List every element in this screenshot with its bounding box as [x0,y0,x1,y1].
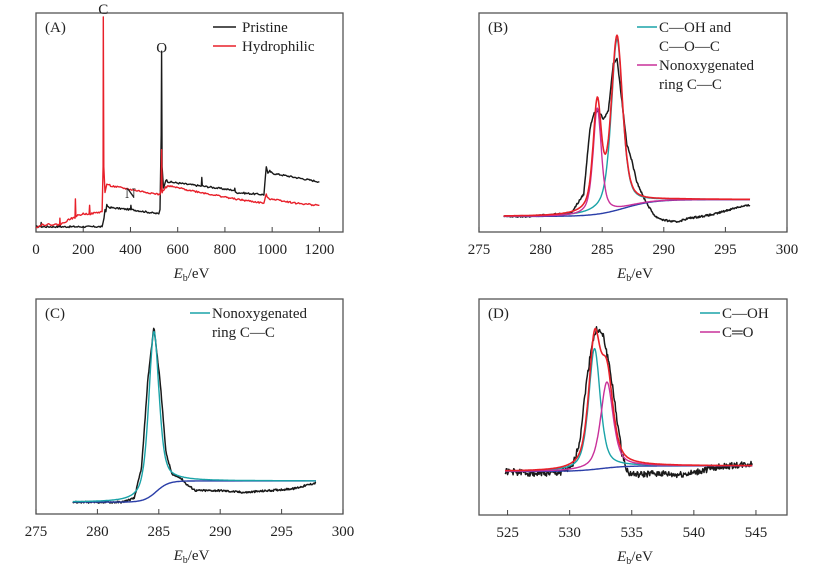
axis-symbol: E [173,266,183,282]
x-tick-label: 535 [621,525,644,541]
plot-frame [35,298,344,515]
legend-label: Nonoxygenated [212,306,307,322]
x-tick-label: 530 [558,525,581,541]
panel-label: (A) [45,20,66,36]
legend-label: Hydrophilic [242,39,315,55]
legend-label: ring C—C [212,325,275,341]
series-line-pristine [35,50,320,229]
background-line [72,480,317,503]
x-tick-label: 300 [776,242,799,258]
panel-d: 525 530 535 540 545 Eb/eV (D) C—OH C═O [478,298,788,567]
x-tick-label: 1200 [304,242,334,258]
plot-frame [478,12,788,233]
axis-symbol: E [173,548,183,564]
peak-annotation-o: O [156,41,167,57]
panel-label: (D) [488,306,509,322]
legend-label: ring C—C [659,77,722,93]
x-tick-label: 290 [209,524,232,540]
x-tick-label: 300 [332,524,355,540]
panel-label: (B) [488,20,508,36]
x-tick-label: 290 [653,242,676,258]
x-tick-label: 525 [496,525,519,541]
x-axis-title: Eb/eV [616,266,653,284]
x-tick-label: 545 [745,525,768,541]
measured-spectrum-line [72,327,317,504]
x-tick-label: 285 [148,524,171,540]
panel-c: 275 280 285 290 295 300 Eb/eV (C) Nonoxygenated r… [25,298,355,566]
x-tick-label: 600 [166,242,189,258]
x-tick-label: 200 [72,242,95,258]
component-line-1 [505,347,753,472]
x-axis-title: Eb/eV [616,549,653,567]
x-tick-label: 275 [468,242,491,258]
x-tick-label: 540 [683,525,706,541]
peak-annotation-n: N [125,186,136,202]
axis-subscript: b [626,556,631,567]
legend-label: C—OH and [659,20,732,36]
x-tick-label: 400 [119,242,142,258]
plot-frame [35,12,344,233]
legend-label: C—OH [722,306,769,322]
axis-unit: /eV [631,266,653,282]
x-axis-title: Eb/eV [173,548,210,566]
x-tick-label: 295 [714,242,737,258]
axis-unit: /eV [631,549,653,565]
panel-a: 0 200 400 600 800 1000 1200 Eb/eV (A) C O N Pristine… [32,2,344,284]
peak-annotation-c: C [98,2,108,18]
legend-label: Pristine [242,20,288,36]
x-tick-label: 800 [214,242,237,258]
axis-symbol: E [616,266,626,282]
envelope-fit-line [504,327,753,472]
component-line-1 [72,331,317,503]
x-tick-label: 285 [591,242,614,258]
axis-symbol: E [616,549,626,565]
measured-spectrum-line [504,326,753,479]
x-tick-label: 0 [32,242,40,258]
series-line-hydrophilic [36,16,320,229]
legend-label: C—O—C [659,39,720,55]
x-tick-label: 275 [25,524,48,540]
axis-unit: /eV [188,266,210,282]
x-tick-label: 1000 [257,242,287,258]
axis-subscript: b [183,555,188,566]
legend-label: Nonoxygenated [659,58,754,74]
x-tick-label: 280 [529,242,552,258]
x-axis-title: Eb/eV [173,266,210,284]
plot-frame [478,298,788,516]
envelope-fit-line [503,34,751,217]
panel-label: (C) [45,306,65,322]
x-tick-label: 280 [86,524,109,540]
axis-unit: /eV [188,548,210,564]
panel-b: 275 280 285 290 295 300 Eb/eV (B) C—OH and C—O—C N… [468,12,799,284]
legend-label: C═O [722,325,754,341]
axis-subscript: b [626,273,631,284]
x-tick-label: 295 [270,524,293,540]
axis-subscript: b [183,273,188,284]
